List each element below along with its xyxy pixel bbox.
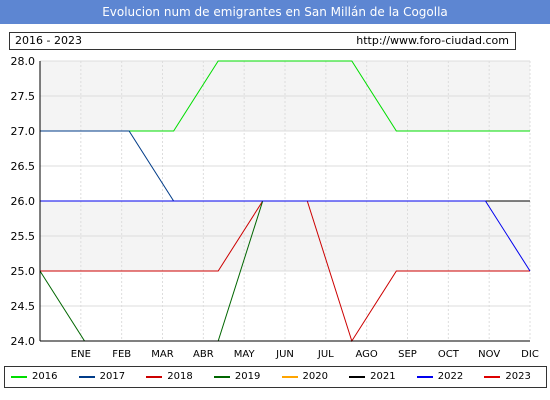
legend-swatch — [11, 376, 27, 378]
x-tick-label: MAY — [234, 349, 256, 360]
legend: 2016 2017 2018 2019 2020 2021 2022 2023 — [4, 366, 547, 388]
x-tick-label: JUL — [317, 349, 334, 360]
legend-swatch — [484, 376, 501, 378]
y-tick-label: 28.0 — [11, 55, 36, 68]
legend-label: 2022 — [437, 371, 464, 382]
x-tick-label: AGO — [356, 349, 378, 360]
legend-swatch — [416, 376, 433, 378]
years-range: 2016 - 2023 — [15, 34, 82, 47]
legend-swatch — [146, 376, 163, 378]
legend-label: 2023 — [505, 371, 531, 382]
y-tick-label: 24.0 — [11, 335, 36, 348]
y-tick-label: 25.0 — [11, 265, 36, 278]
y-tick-label: 26.0 — [11, 195, 36, 208]
y-tick-label: 26.5 — [11, 160, 36, 173]
legend-swatch — [213, 376, 230, 378]
legend-label: 2019 — [234, 371, 261, 382]
x-tick-label: ENE — [71, 349, 91, 360]
x-tick-label: FEB — [112, 349, 131, 360]
x-tick-label: NOV — [478, 349, 500, 360]
x-tick-label: SEP — [398, 349, 417, 360]
series-lines — [39, 60, 531, 343]
x-tick-label: ABR — [193, 349, 214, 360]
legend-label: 2021 — [370, 371, 396, 382]
series-line-2022 — [40, 200, 531, 272]
legend-swatch — [349, 376, 366, 378]
legend-swatch — [78, 376, 95, 378]
x-tick-label: DIC — [521, 349, 539, 360]
axes — [39, 61, 530, 342]
legend-label: 2016 — [32, 371, 58, 382]
legend-label: 2018 — [167, 371, 193, 382]
x-tick-label: MAR — [151, 349, 173, 360]
y-tick-labels: 24.0 24.5 25.0 25.5 26.0 26.5 27.0 27.5 28.0 — [11, 55, 36, 348]
legend-label: 2017 — [99, 371, 126, 382]
y-tick-label: 27.5 — [11, 90, 36, 103]
y-tick-label: 27.0 — [11, 125, 36, 138]
x-tick-label: OCT — [438, 349, 460, 360]
chart-title: Evolucion num de emigrantes en San Millá… — [0, 0, 550, 24]
x-tick-labels: ENE FEB MAR ABR MAY JUN JUL AGO SEP OCT NOV DIC — [71, 349, 539, 360]
legend-label: 2020 — [302, 371, 328, 382]
y-tick-label: 25.5 — [11, 230, 36, 243]
info-box: 2016 - 2023 http://www.foro-ciudad.com — [9, 32, 516, 50]
source-url: http://www.foro-ciudad.com — [356, 34, 509, 47]
legend-swatch — [281, 376, 298, 378]
y-tick-label: 24.5 — [11, 300, 36, 313]
x-tick-label: JUN — [275, 349, 294, 360]
